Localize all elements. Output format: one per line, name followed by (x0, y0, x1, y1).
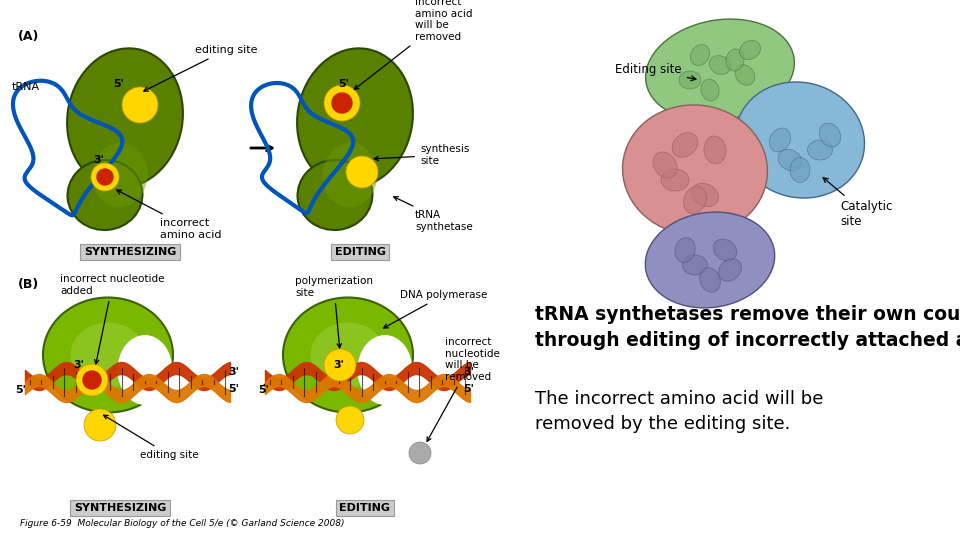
Ellipse shape (679, 71, 701, 89)
Text: 5': 5' (113, 79, 124, 89)
Text: editing site: editing site (144, 45, 257, 91)
Text: synthesis
site: synthesis site (374, 144, 469, 166)
Text: SYNTHESIZING: SYNTHESIZING (74, 503, 166, 513)
Circle shape (332, 93, 352, 113)
Ellipse shape (807, 140, 832, 160)
Text: The incorrect amino acid will be
removed by the editing site.: The incorrect amino acid will be removed… (535, 390, 824, 433)
Text: (B): (B) (18, 278, 39, 291)
Text: 3': 3' (463, 367, 474, 377)
Circle shape (91, 163, 119, 191)
Text: SYNTHESIZING: SYNTHESIZING (84, 247, 177, 257)
Text: 3': 3' (73, 360, 84, 370)
Text: tRNA
synthetase: tRNA synthetase (394, 197, 472, 232)
Ellipse shape (691, 183, 718, 207)
Text: Figure 6-59  Molecular Biology of the Cell 5/e (© Garland Science 2008): Figure 6-59 Molecular Biology of the Cel… (20, 519, 345, 528)
Ellipse shape (646, 19, 794, 121)
Text: editing site: editing site (104, 415, 199, 460)
Circle shape (84, 409, 116, 441)
Ellipse shape (684, 186, 707, 214)
Text: tRNA: tRNA (12, 82, 40, 92)
Circle shape (83, 371, 101, 389)
Ellipse shape (92, 143, 148, 207)
Text: 5': 5' (463, 384, 474, 394)
Ellipse shape (67, 49, 183, 188)
Ellipse shape (778, 150, 802, 171)
Text: tRNA synthetases remove their own coupling errors
through editing of incorrectly: tRNA synthetases remove their own coupli… (535, 305, 960, 350)
Text: Catalytic
site: Catalytic site (823, 178, 893, 228)
Ellipse shape (683, 255, 708, 275)
Text: EDITING: EDITING (334, 247, 386, 257)
Ellipse shape (67, 160, 142, 230)
Text: 5': 5' (338, 79, 348, 89)
Circle shape (346, 156, 378, 188)
Ellipse shape (726, 49, 744, 71)
Ellipse shape (70, 322, 146, 388)
Ellipse shape (819, 123, 841, 147)
Circle shape (324, 349, 356, 381)
Ellipse shape (357, 335, 413, 405)
Text: incorrect
amino acid: incorrect amino acid (117, 190, 222, 240)
Ellipse shape (709, 56, 731, 75)
Circle shape (97, 169, 113, 185)
Ellipse shape (713, 239, 736, 261)
Text: 3': 3' (228, 367, 239, 377)
Ellipse shape (310, 322, 386, 388)
Ellipse shape (790, 158, 810, 183)
Text: incorrect nucleotide
added: incorrect nucleotide added (60, 274, 164, 364)
Text: (A): (A) (18, 30, 39, 43)
Ellipse shape (735, 82, 865, 198)
Ellipse shape (675, 238, 695, 262)
Ellipse shape (298, 160, 372, 230)
Ellipse shape (622, 105, 767, 235)
Text: incorrect
amino acid
will be
removed: incorrect amino acid will be removed (354, 0, 472, 90)
Ellipse shape (735, 65, 755, 85)
Text: 3': 3' (333, 360, 344, 370)
Ellipse shape (645, 212, 775, 308)
Circle shape (76, 364, 108, 396)
Ellipse shape (718, 259, 741, 281)
Text: Editing site: Editing site (615, 64, 696, 80)
Ellipse shape (690, 45, 709, 65)
Ellipse shape (769, 128, 791, 152)
Ellipse shape (661, 169, 689, 191)
Circle shape (409, 442, 431, 464)
Ellipse shape (43, 298, 173, 413)
Ellipse shape (323, 143, 377, 207)
Circle shape (324, 85, 360, 121)
Ellipse shape (653, 152, 677, 178)
Text: EDITING: EDITING (340, 503, 391, 513)
Ellipse shape (117, 335, 173, 405)
Ellipse shape (672, 133, 698, 157)
Text: 5': 5' (258, 385, 269, 395)
Text: 3': 3' (93, 155, 104, 165)
Ellipse shape (297, 49, 413, 188)
Text: 5': 5' (228, 384, 239, 394)
Text: incorrect
nucleotide
will be
removed: incorrect nucleotide will be removed (427, 337, 500, 441)
Text: polymerization
site: polymerization site (295, 276, 373, 348)
Ellipse shape (283, 298, 413, 413)
Circle shape (122, 87, 158, 123)
Text: DNA polymerase: DNA polymerase (384, 290, 488, 328)
Text: 5': 5' (15, 385, 26, 395)
Ellipse shape (704, 136, 726, 164)
Ellipse shape (701, 79, 719, 101)
Ellipse shape (700, 268, 720, 292)
Ellipse shape (739, 40, 760, 59)
Circle shape (336, 406, 364, 434)
